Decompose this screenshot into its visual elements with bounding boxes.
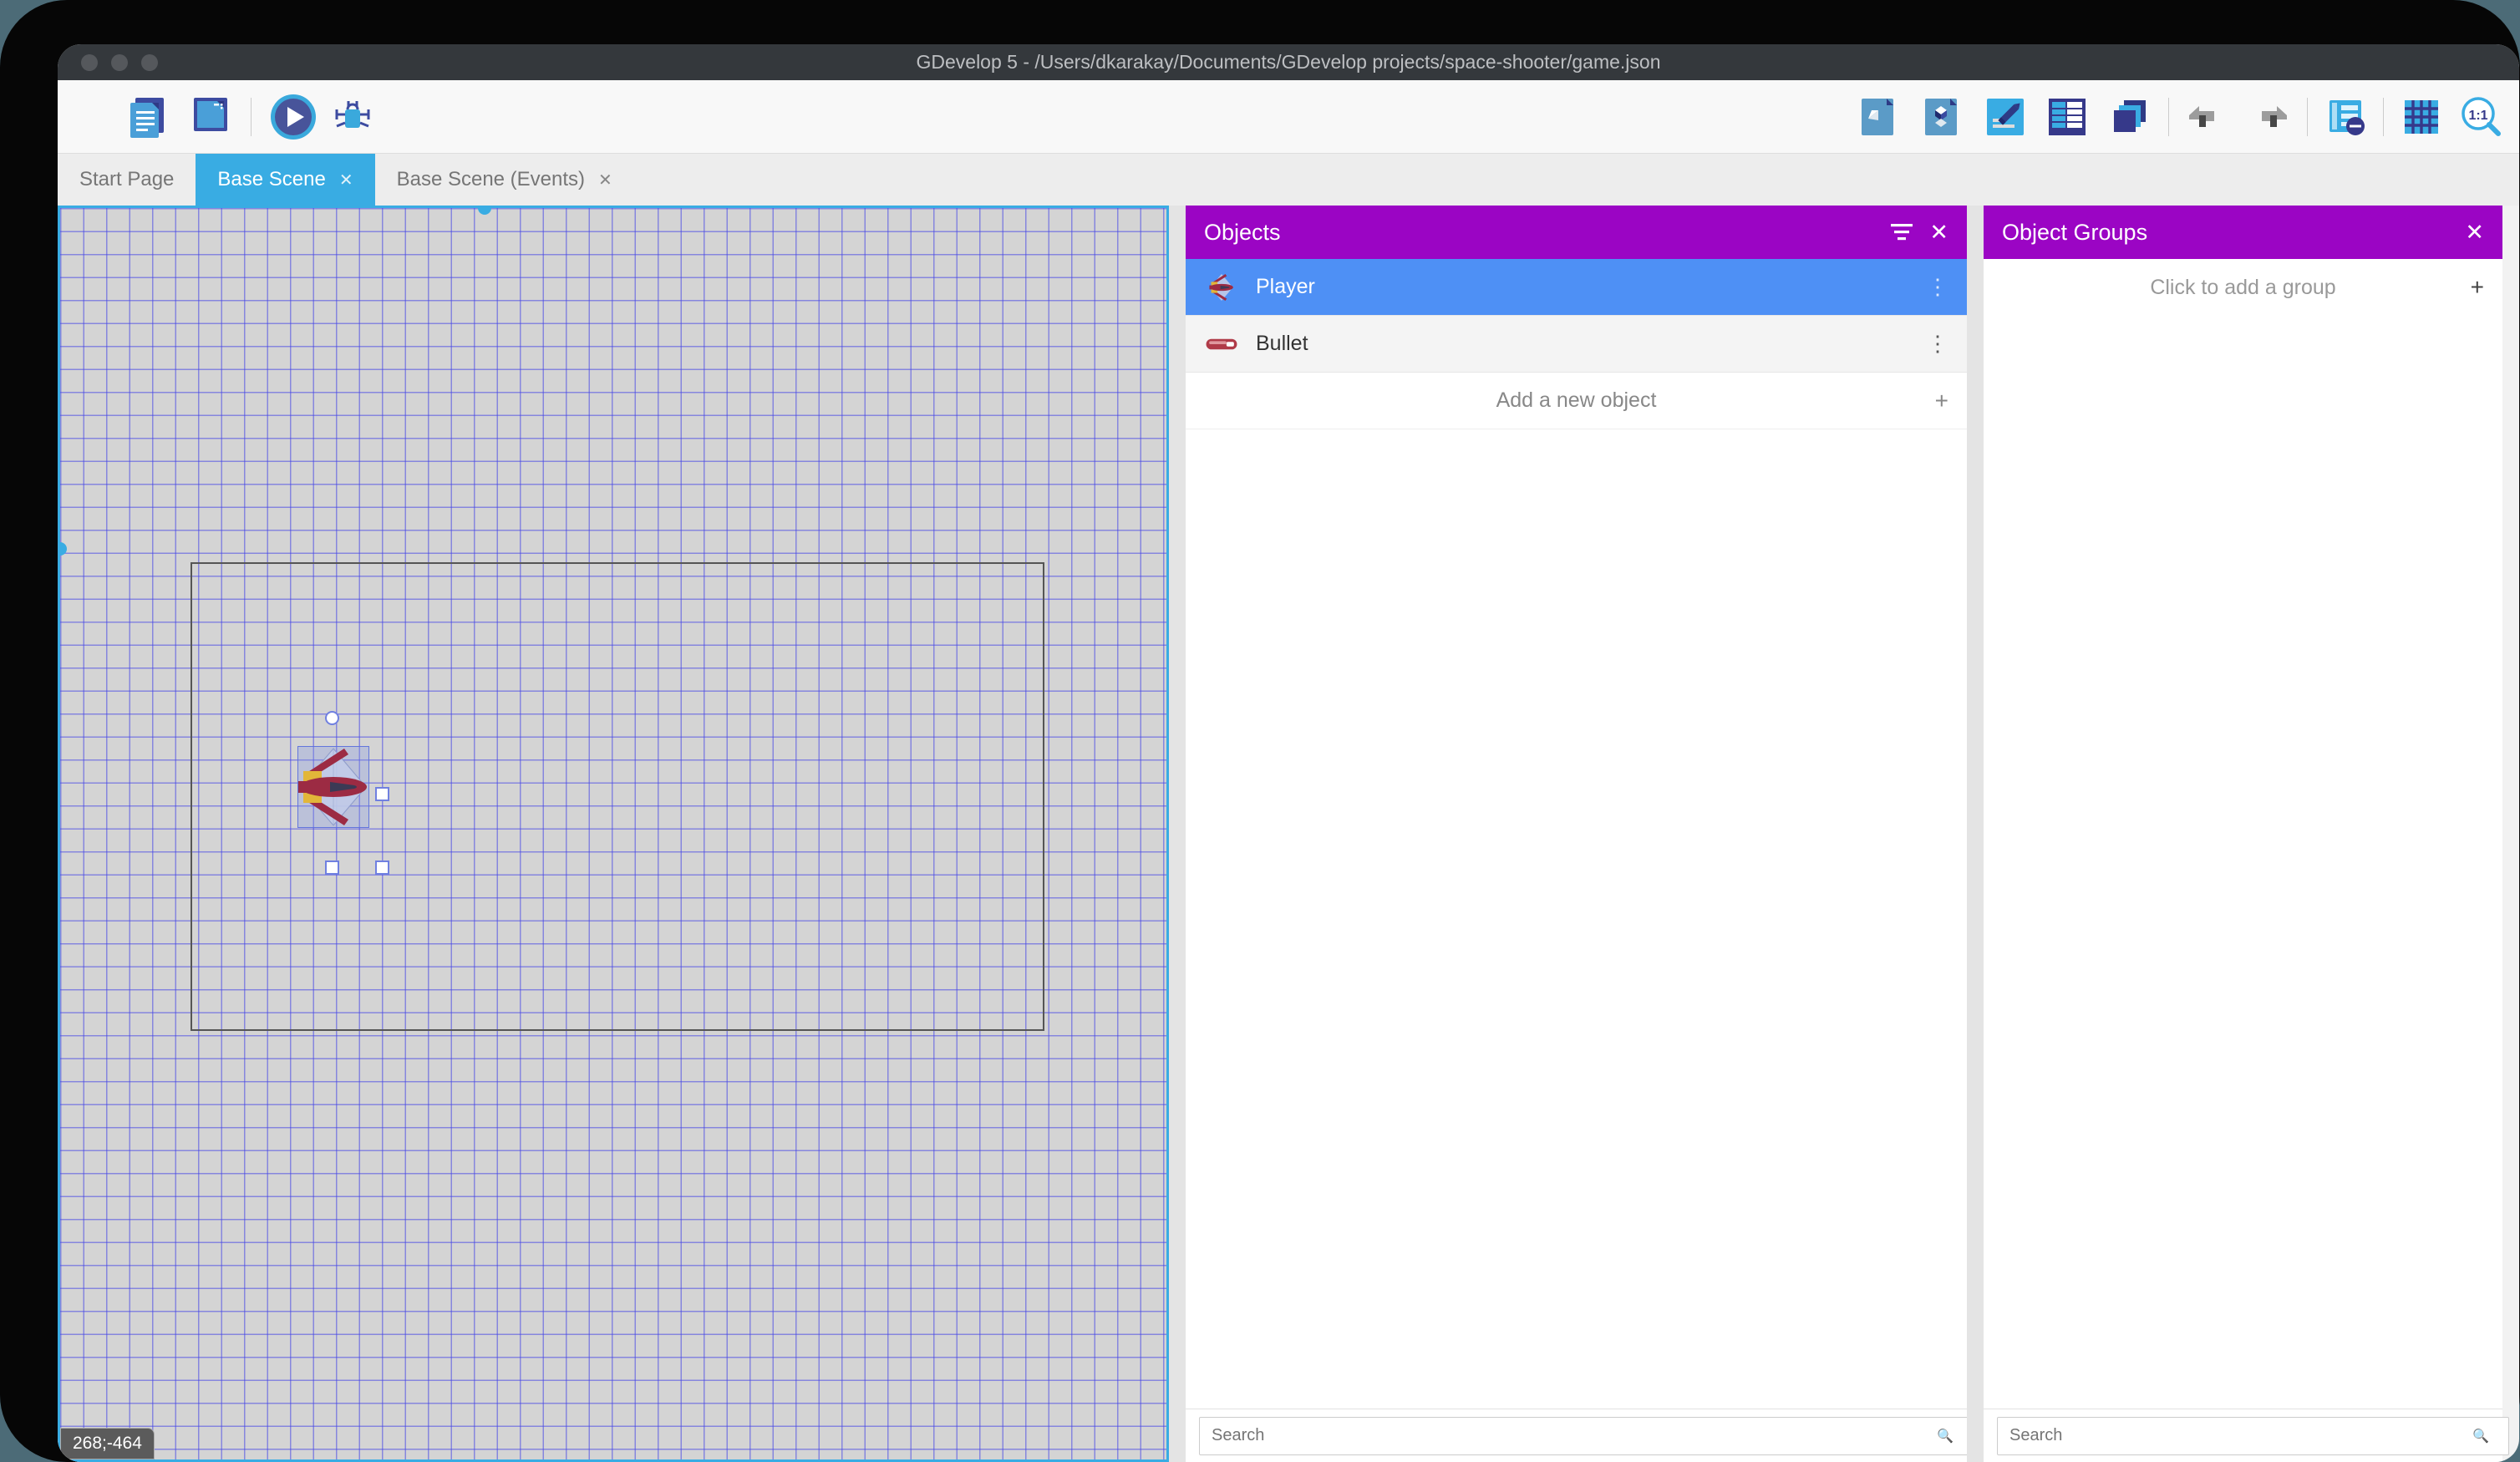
svg-text:1:1: 1:1 (2468, 109, 2487, 123)
